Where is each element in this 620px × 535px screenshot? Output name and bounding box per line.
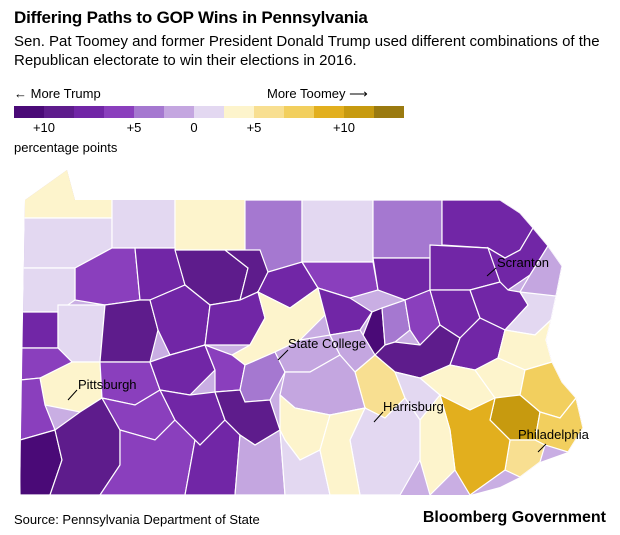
legend-tick-label: +10 xyxy=(332,120,356,135)
legend-swatch xyxy=(104,106,134,118)
legend-swatch xyxy=(344,106,374,118)
legend-tick-label: +5 xyxy=(126,120,142,135)
city-label-philadelphia: Philadelphia xyxy=(518,427,590,442)
source-note: Source: Pennsylvania Department of State xyxy=(14,512,260,527)
legend: ← More Trump More Toomey ⟶ +10 +5 0 +5 +… xyxy=(14,86,404,156)
legend-more-trump-label: ← More Trump xyxy=(14,86,101,101)
legend-ticks: +10 +5 0 +5 +10 xyxy=(14,120,394,136)
legend-swatch xyxy=(314,106,344,118)
legend-swatch xyxy=(14,106,44,118)
city-leader-lines xyxy=(67,267,547,453)
chart-title: Differing Paths to GOP Wins in Pennsylva… xyxy=(14,8,368,27)
counties xyxy=(20,170,583,495)
legend-more-toomey-label: More Toomey ⟶ xyxy=(267,86,368,101)
city-label-scranton: Scranton xyxy=(497,255,549,270)
city-label-harrisburg: Harrisburg xyxy=(383,399,444,414)
legend-swatch xyxy=(284,106,314,118)
legend-swatch xyxy=(74,106,104,118)
legend-unit-label: percentage points xyxy=(14,140,118,155)
legend-swatch xyxy=(374,106,404,118)
legend-swatch xyxy=(134,106,164,118)
legend-color-scale xyxy=(14,106,404,118)
legend-swatch xyxy=(164,106,194,118)
legend-tick-label: +10 xyxy=(32,120,56,135)
brand-logo-text: Bloomberg Government xyxy=(422,509,606,526)
legend-tick-label: 0 xyxy=(190,120,198,135)
city-label-state-college: State College xyxy=(288,336,366,351)
legend-swatch xyxy=(224,106,254,118)
chart-subtitle: Sen. Pat Toomey and former President Don… xyxy=(14,33,600,69)
legend-swatch xyxy=(194,106,224,118)
legend-swatch xyxy=(254,106,284,118)
legend-swatch xyxy=(44,106,74,118)
legend-tick-label: +5 xyxy=(246,120,262,135)
city-label-pittsburgh: Pittsburgh xyxy=(78,377,137,392)
city-labels: Scranton State College Pittsburgh Harris… xyxy=(78,255,590,442)
